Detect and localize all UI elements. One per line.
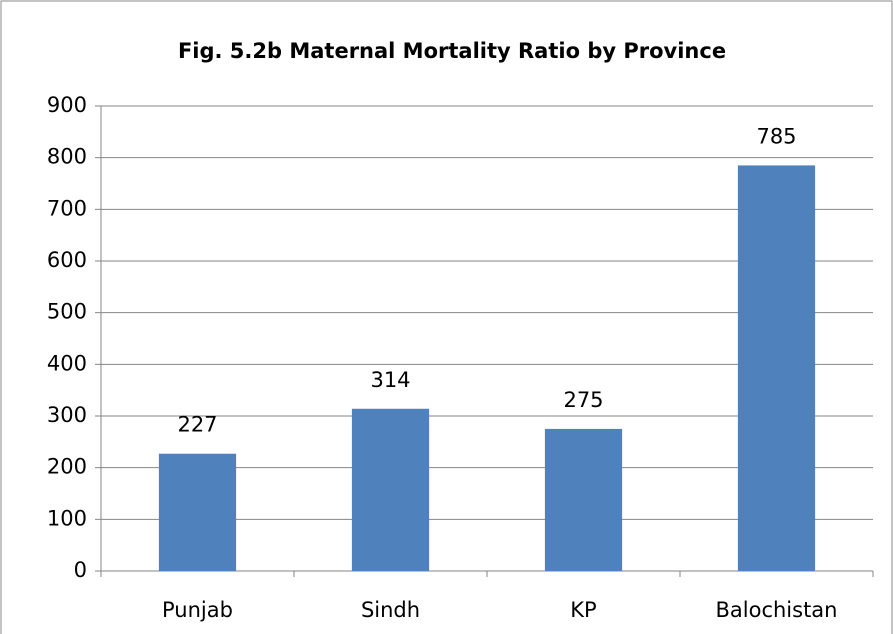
bar	[544, 428, 623, 571]
y-tick-label: 500	[47, 300, 87, 324]
bar	[737, 165, 816, 571]
y-tick-label: 300	[47, 403, 87, 427]
y-tick-label: 800	[47, 145, 87, 169]
y-tick-label: 900	[47, 93, 87, 117]
chart-title: Fig. 5.2b Maternal Mortality Ratio by Pr…	[178, 39, 726, 63]
y-tick-label: 700	[47, 196, 87, 220]
y-tick-label: 600	[47, 248, 87, 272]
x-tick-label: KP	[570, 598, 596, 622]
x-tick-label: Punjab	[162, 598, 233, 622]
y-tick-label: 200	[47, 455, 87, 479]
y-tick-label: 100	[47, 506, 87, 530]
y-tick-label: 400	[47, 351, 87, 375]
bar	[158, 453, 237, 571]
x-tick-label: Balochistan	[715, 598, 837, 622]
data-label: 275	[563, 388, 603, 412]
x-tick-label: Sindh	[361, 598, 420, 622]
data-label: 785	[756, 124, 796, 148]
data-label: 314	[370, 368, 410, 392]
y-tick-label: 0	[74, 558, 87, 582]
bar	[351, 408, 430, 571]
data-label: 227	[177, 413, 217, 437]
